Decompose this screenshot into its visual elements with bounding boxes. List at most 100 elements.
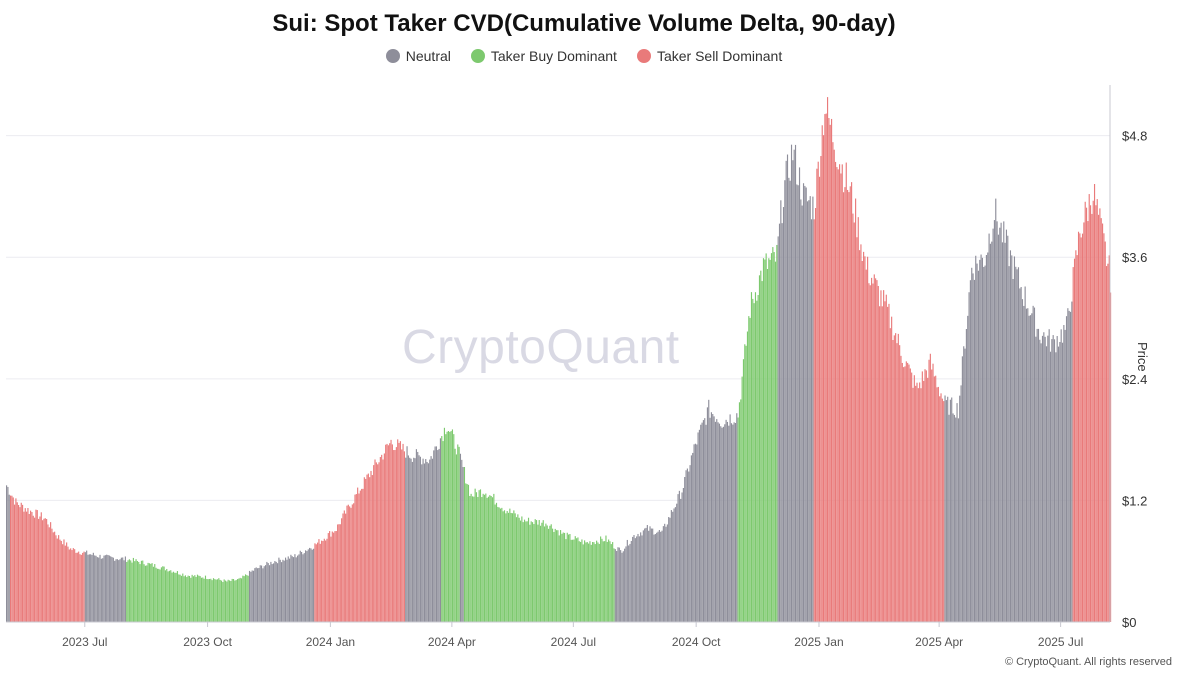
taker-sell-bar [1084,201,1086,622]
taker-sell-bar [403,451,405,622]
taker-buy-bar [522,522,524,622]
chart-legend: Neutral Taker Buy Dominant Taker Sell Do… [0,48,1168,64]
taker-sell-bar [849,186,851,622]
taker-buy-bar [211,580,213,622]
neutral-bar [405,457,407,622]
taker-buy-bar [750,292,753,622]
taker-buy-bar [212,578,215,622]
taker-buy-bar [511,513,514,622]
neutral-bar [1067,308,1069,622]
taker-sell-bar [880,290,882,622]
taker-buy-bar [581,539,583,622]
taker-buy-bar [191,574,193,622]
taker-buy-bar [240,578,243,622]
neutral-bar [714,421,717,622]
neutral-bar [967,315,969,622]
taker-sell-bar [382,459,384,622]
taker-sell-bar [359,490,361,622]
legend-item-neutral[interactable]: Neutral [385,48,451,64]
neutral-bar [642,530,644,622]
neutral-bar [108,555,110,622]
taker-sell-bar [398,442,400,622]
neutral-bar [1069,311,1072,622]
taker-buy-bar [539,525,542,622]
taker-sell-bar [863,251,865,623]
taker-buy-bar [222,582,224,622]
taker-buy-bar [474,488,476,622]
taker-sell-bar [1076,255,1078,622]
taker-buy-bar [766,269,769,622]
taker-sell-bar [873,274,875,622]
taker-buy-bar [564,532,566,622]
neutral-bar [668,517,670,622]
neutral-bar [1008,266,1010,622]
neutral-bar [115,559,117,622]
neutral-bar [778,223,781,622]
neutral-bar [406,446,408,622]
taker-sell-bar [851,182,853,622]
taker-sell-bar [347,504,349,622]
taker-buy-bar [764,259,766,622]
neutral-bar [1004,242,1006,623]
taker-buy-bar [148,563,150,622]
taker-buy-bar [566,532,568,622]
taker-sell-bar [925,370,927,622]
neutral-bar [259,565,261,622]
taker-sell-bar [76,552,78,622]
taker-sell-bar [935,375,937,622]
neutral-bar [1000,222,1002,622]
taker-buy-bar [238,578,240,622]
neutral-bar [797,185,799,622]
taker-buy-bar [188,576,191,622]
neutral-bar [712,413,714,622]
taker-buy-bar [138,561,140,622]
taker-buy-bar [606,541,608,622]
taker-buy-bar [772,247,774,622]
taker-buy-bar [469,495,471,622]
taker-buy-bar [128,559,130,622]
neutral-bar [1031,313,1033,622]
taker-sell-bar [67,546,69,622]
neutral-bar [706,407,708,622]
neutral-bar [660,531,662,622]
neutral-bar [960,385,962,622]
taker-sell-bar [335,531,337,622]
neutral-bar [1007,235,1009,622]
taker-sell-bar [839,164,841,622]
taker-sell-bar [40,512,42,622]
neutral-bar [1060,329,1062,622]
taker-sell-bar [315,544,317,622]
legend-item-taker-buy[interactable]: Taker Buy Dominant [470,48,617,64]
taker-buy-bar [246,575,248,622]
neutral-bar [250,571,252,622]
neutral-bar [801,205,803,622]
taker-buy-bar [176,571,179,622]
taker-sell-bar [931,369,933,622]
taker-buy-bar [580,541,582,622]
taker-sell-bar [897,333,899,622]
neutral-bar [721,427,723,622]
neutral-bar [88,554,90,622]
taker-buy-bar [243,576,245,622]
taker-buy-bar [139,564,141,622]
taker-sell-bar [46,519,48,622]
taker-sell-bar [941,398,943,622]
neutral-bar [638,536,640,622]
taker-buy-bar [216,579,219,622]
taker-sell-bar [401,449,403,622]
taker-buy-bar [441,436,443,622]
taker-buy-bar [450,431,452,622]
taker-buy-bar [166,568,168,622]
taker-sell-bar [1096,199,1098,622]
taker-sell-bar [917,388,919,622]
taker-sell-bar [887,306,889,622]
legend-item-taker-sell[interactable]: Taker Sell Dominant [636,48,782,64]
neutral-bar [708,399,710,622]
taker-sell-bar [26,511,28,622]
taker-buy-bar [569,534,571,622]
neutral-bar [676,503,678,622]
y-tick-label: $1.2 [1122,493,1147,508]
taker-sell-bar [329,531,331,622]
neutral-bar [955,417,957,622]
neutral-bar [628,545,630,622]
